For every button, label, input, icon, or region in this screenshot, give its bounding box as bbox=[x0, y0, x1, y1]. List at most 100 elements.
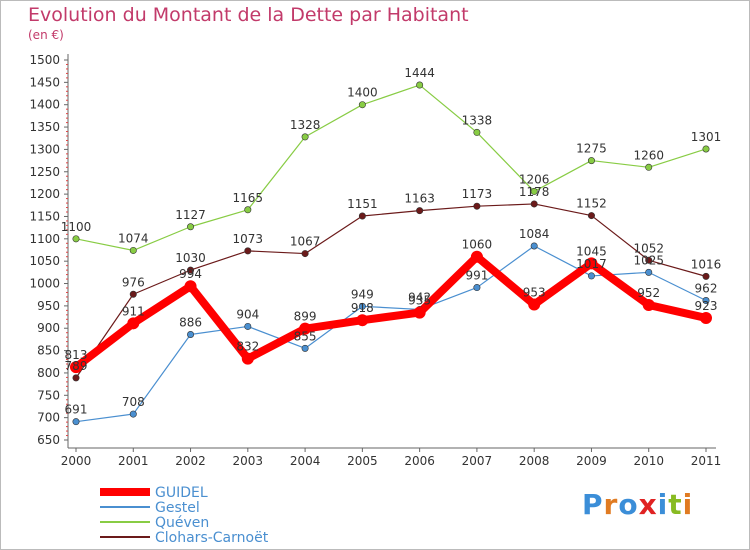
data-label: 918 bbox=[351, 301, 374, 315]
data-point bbox=[299, 322, 312, 335]
data-label: 976 bbox=[122, 275, 145, 289]
data-label: 904 bbox=[236, 307, 259, 321]
data-point bbox=[187, 266, 195, 274]
data-label: 1165 bbox=[233, 191, 264, 205]
data-point bbox=[470, 250, 483, 263]
data-label: 1067 bbox=[290, 235, 321, 249]
x-tick-label: 2006 bbox=[404, 454, 435, 468]
series-line-1 bbox=[75, 245, 707, 423]
data-point bbox=[530, 200, 538, 208]
data-point bbox=[473, 202, 481, 210]
data-point bbox=[642, 298, 655, 311]
data-label: 1206 bbox=[519, 172, 550, 186]
data-label: 886 bbox=[179, 315, 202, 329]
data-label: 1100 bbox=[61, 220, 92, 234]
y-tick-label: 1250 bbox=[29, 165, 60, 179]
chart-title: Evolution du Montant de la Dette par Hab… bbox=[28, 4, 469, 26]
data-point bbox=[702, 272, 710, 280]
x-tick-label: 2011 bbox=[691, 454, 722, 468]
x-tick-label: 2003 bbox=[233, 454, 264, 468]
data-point bbox=[244, 322, 252, 330]
data-point bbox=[129, 410, 137, 418]
data-label: 789 bbox=[65, 359, 88, 373]
data-label: 991 bbox=[465, 269, 488, 283]
data-point bbox=[530, 242, 538, 250]
chart-ticks: 6507007508008509009501000105011001150120… bbox=[29, 53, 721, 468]
y-tick-label: 650 bbox=[37, 433, 60, 447]
y-tick-label: 850 bbox=[37, 344, 60, 358]
data-point bbox=[127, 317, 140, 330]
data-point bbox=[241, 352, 254, 365]
y-tick-label: 1350 bbox=[29, 120, 60, 134]
data-point bbox=[473, 128, 481, 136]
data-label: 1045 bbox=[576, 244, 607, 258]
data-label: 923 bbox=[695, 299, 718, 313]
series-line-3 bbox=[75, 203, 707, 379]
x-tick-label: 2004 bbox=[290, 454, 321, 468]
data-point bbox=[585, 257, 598, 270]
data-point bbox=[184, 280, 197, 293]
data-label: 1127 bbox=[175, 208, 206, 222]
data-point bbox=[72, 418, 80, 426]
y-tick-label: 950 bbox=[37, 299, 60, 313]
data-label: 1017 bbox=[576, 257, 607, 271]
data-label: 935 bbox=[408, 294, 431, 308]
data-point bbox=[129, 246, 137, 254]
data-point bbox=[702, 297, 710, 305]
logo-letter: r bbox=[603, 488, 619, 521]
y-tick-label: 1400 bbox=[29, 98, 60, 112]
x-tick-label: 2008 bbox=[519, 454, 550, 468]
data-point bbox=[645, 268, 653, 276]
data-point bbox=[244, 206, 252, 214]
y-tick-label: 750 bbox=[37, 388, 60, 402]
data-point bbox=[473, 284, 481, 292]
logo-letter: x bbox=[638, 488, 658, 521]
proxiti-logo: Proxiti bbox=[582, 488, 693, 521]
logo-letter: i bbox=[657, 488, 669, 521]
data-point bbox=[416, 207, 424, 215]
data-label: 1301 bbox=[691, 130, 722, 144]
data-point bbox=[187, 223, 195, 231]
data-point bbox=[72, 235, 80, 243]
y-tick-label: 1300 bbox=[29, 142, 60, 156]
data-label: 1060 bbox=[462, 238, 493, 252]
chart-data-labels: 789 976 1030 1073 1067 1151 1163 1173 1178 1152 10… bbox=[61, 66, 722, 417]
data-label: 1152 bbox=[576, 197, 607, 211]
data-label: 1173 bbox=[462, 187, 493, 201]
data-label: 1178 bbox=[519, 185, 550, 199]
data-label: 855 bbox=[294, 329, 317, 343]
data-label: 1025 bbox=[633, 253, 664, 267]
data-label: 942 bbox=[408, 290, 431, 304]
data-point bbox=[645, 256, 653, 264]
data-label: 1260 bbox=[633, 148, 664, 162]
data-point bbox=[358, 101, 366, 109]
data-label: 952 bbox=[637, 286, 660, 300]
chart-points bbox=[70, 81, 712, 426]
data-label: 1338 bbox=[462, 113, 493, 127]
data-label: 1084 bbox=[519, 227, 550, 241]
legend-label: Clohars-Carnoët bbox=[155, 530, 269, 546]
x-tick-label: 2010 bbox=[633, 454, 664, 468]
data-label: 813 bbox=[65, 348, 88, 362]
logo-letter: o bbox=[618, 488, 639, 521]
data-label: 691 bbox=[65, 403, 88, 417]
logo-letter: i bbox=[682, 488, 694, 521]
data-label: 708 bbox=[122, 395, 145, 409]
logo-letter: P bbox=[582, 488, 604, 521]
data-point bbox=[358, 212, 366, 220]
data-label: 1328 bbox=[290, 118, 321, 132]
data-label: 1016 bbox=[691, 257, 722, 271]
legend-label: Quéven bbox=[155, 515, 209, 531]
y-tick-label: 700 bbox=[37, 411, 60, 425]
data-label: 962 bbox=[695, 282, 718, 296]
data-label: 911 bbox=[122, 304, 145, 318]
data-point bbox=[587, 272, 595, 280]
data-point bbox=[587, 212, 595, 220]
y-tick-label: 1500 bbox=[29, 53, 60, 67]
y-tick-label: 1200 bbox=[29, 187, 60, 201]
y-tick-label: 1050 bbox=[29, 254, 60, 268]
logo-letter: t bbox=[668, 488, 683, 521]
data-point bbox=[702, 145, 710, 153]
